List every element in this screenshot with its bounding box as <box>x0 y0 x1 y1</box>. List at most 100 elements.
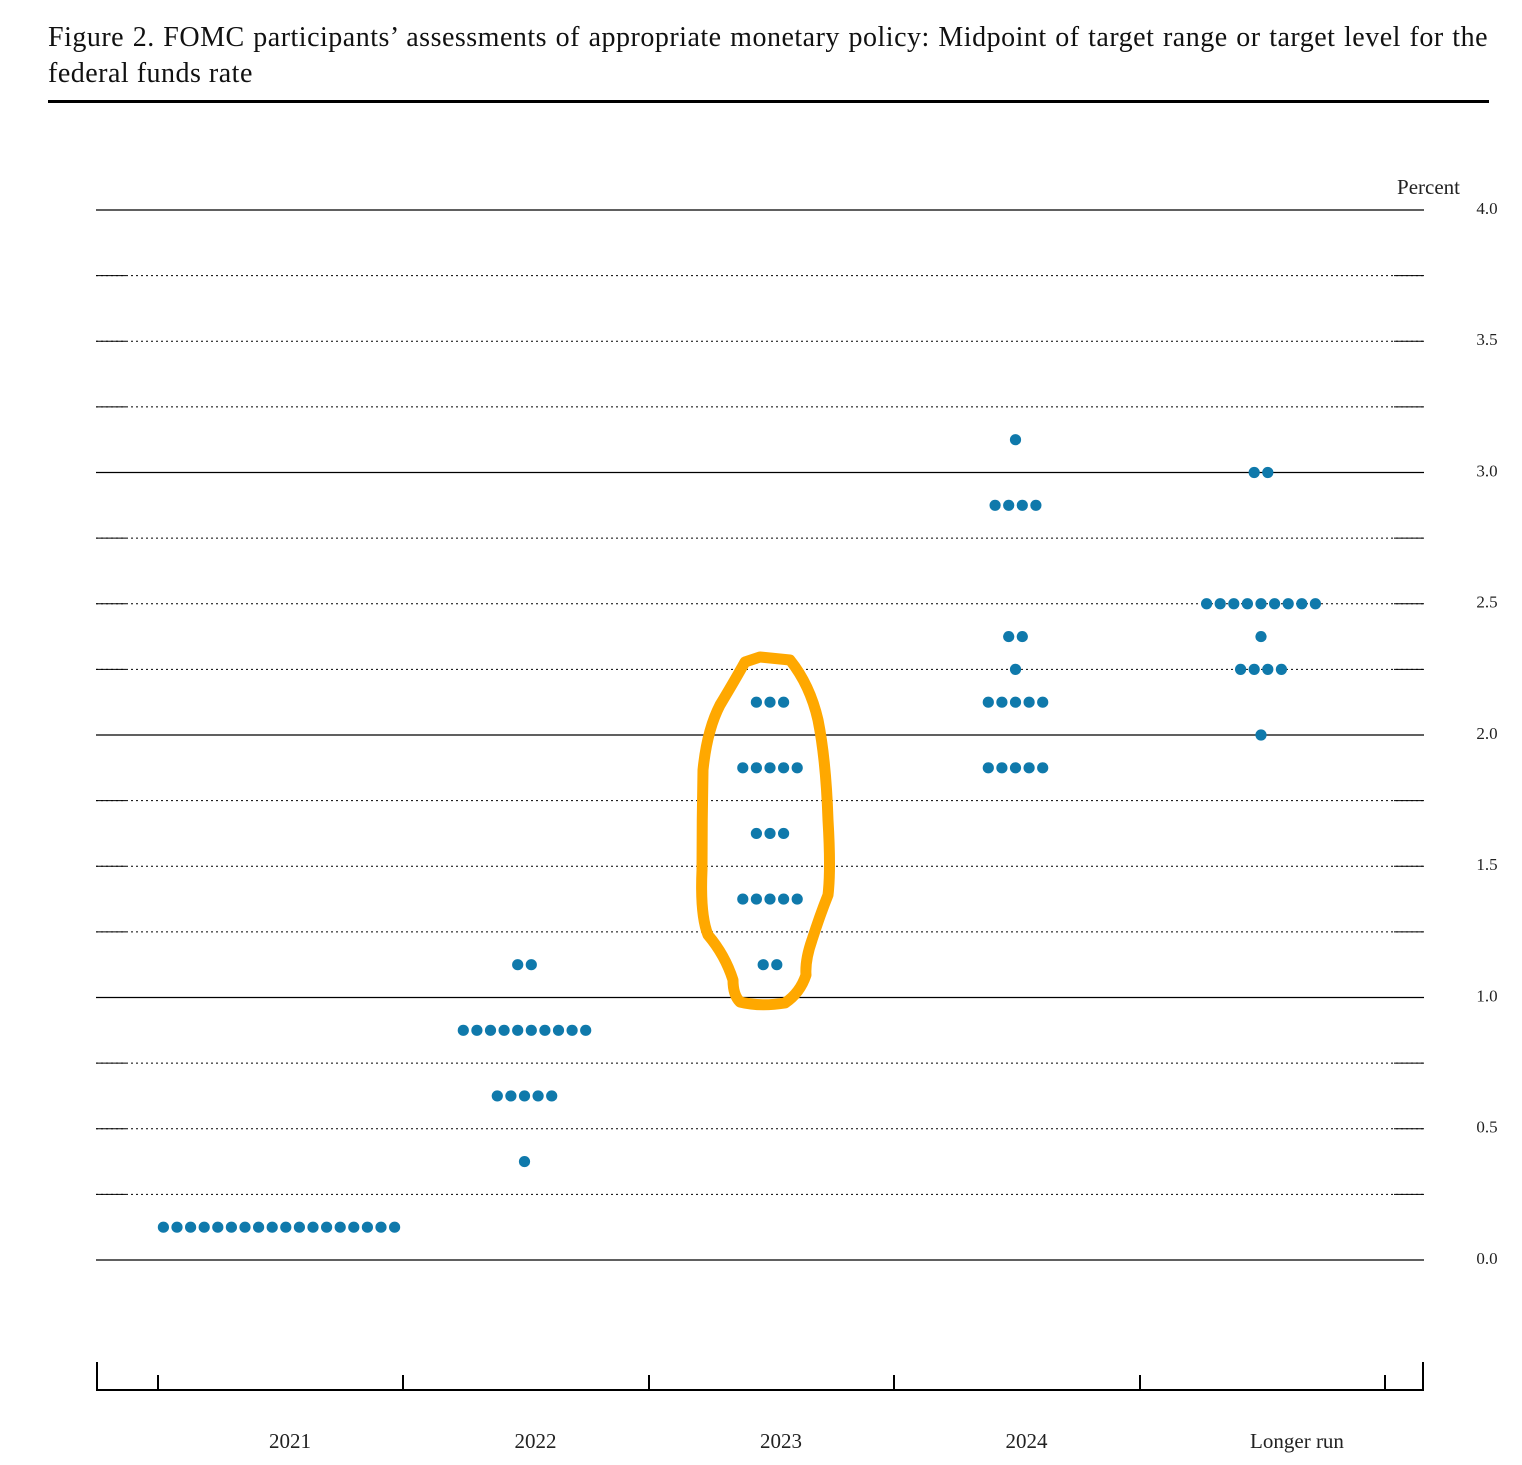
dot <box>1016 630 1028 643</box>
dot <box>518 1155 531 1168</box>
dot <box>1201 598 1213 610</box>
dot <box>253 1221 265 1233</box>
dot <box>1255 729 1267 741</box>
dot <box>1309 598 1321 610</box>
dot <box>778 696 790 708</box>
dot <box>280 1221 292 1233</box>
dot <box>764 696 776 708</box>
y-tick-label: 2.0 <box>1476 724 1497 743</box>
dot <box>778 827 790 840</box>
dot <box>1009 696 1022 708</box>
dot <box>525 1024 537 1036</box>
dot <box>471 1024 483 1036</box>
dot <box>361 1221 373 1233</box>
dot <box>771 959 783 971</box>
y-tick-label: 1.5 <box>1476 855 1497 874</box>
dot <box>1275 663 1287 675</box>
dot <box>1003 499 1015 511</box>
dot <box>757 959 769 971</box>
dot <box>778 893 790 905</box>
dot <box>791 762 803 774</box>
dot <box>737 762 749 774</box>
dot <box>198 1221 210 1233</box>
y-tick-label: 3.5 <box>1476 330 1497 349</box>
dot <box>491 1090 503 1102</box>
dot <box>348 1221 360 1233</box>
dot <box>505 1090 517 1102</box>
dot <box>750 893 763 905</box>
dot <box>1030 499 1042 511</box>
dot <box>737 893 749 905</box>
y-tick-label: 2.5 <box>1476 593 1497 612</box>
dot <box>1255 630 1267 643</box>
y-tick-label: 0.0 <box>1476 1249 1497 1268</box>
dot <box>1009 762 1022 774</box>
dot <box>546 1090 558 1102</box>
dot <box>764 827 776 840</box>
dot <box>185 1221 197 1233</box>
x-tick-label: 2021 <box>269 1429 311 1453</box>
highlight-ellipse <box>696 651 835 1011</box>
dot <box>764 762 776 774</box>
dot <box>982 762 994 774</box>
dot <box>1248 663 1260 675</box>
dot <box>239 1221 251 1233</box>
dot <box>389 1221 401 1233</box>
y-axis-label: Percent <box>1397 175 1460 199</box>
dot <box>321 1221 333 1233</box>
dot <box>484 1024 497 1036</box>
dot <box>750 827 763 840</box>
chart-title: Figure 2. FOMC participants’ assessments… <box>48 22 1488 89</box>
dot <box>532 1090 544 1102</box>
dot <box>1009 663 1022 675</box>
dot <box>266 1221 278 1233</box>
dot <box>212 1221 224 1233</box>
y-tick-label: 4.0 <box>1476 199 1497 218</box>
dot <box>580 1024 592 1036</box>
dot <box>1003 630 1015 643</box>
dot <box>1241 598 1253 610</box>
dot <box>1023 762 1035 774</box>
dot <box>1269 598 1281 610</box>
dot <box>518 1090 531 1102</box>
dot <box>375 1221 387 1233</box>
dot <box>307 1221 319 1233</box>
x-tick-label: 2023 <box>760 1429 802 1453</box>
dot <box>1262 466 1274 479</box>
dot <box>989 499 1001 511</box>
dot <box>996 696 1008 708</box>
dot <box>498 1024 510 1036</box>
dot <box>982 696 994 708</box>
dot <box>512 959 524 971</box>
dot <box>750 696 763 708</box>
dot <box>525 959 537 971</box>
x-tick-label: 2024 <box>1006 1429 1049 1453</box>
dot <box>157 1221 169 1233</box>
dot <box>1023 696 1035 708</box>
y-tick-label: 3.0 <box>1476 461 1497 480</box>
x-tick-label: Longer run <box>1250 1429 1344 1453</box>
dot <box>171 1221 183 1233</box>
dot <box>293 1221 305 1233</box>
dot <box>457 1024 469 1036</box>
dot <box>1262 663 1274 675</box>
dot <box>225 1221 237 1233</box>
dot <box>512 1024 524 1036</box>
dot <box>1037 762 1049 774</box>
dot <box>1228 598 1240 610</box>
dot <box>1009 434 1022 446</box>
dot <box>1282 598 1294 610</box>
dot <box>996 762 1008 774</box>
y-tick-label: 0.5 <box>1476 1118 1497 1137</box>
dot <box>1037 696 1049 708</box>
dot <box>334 1221 346 1233</box>
dot <box>552 1024 565 1036</box>
dot <box>1214 598 1226 610</box>
dot <box>1255 598 1267 610</box>
title-rule <box>48 100 1489 103</box>
dot <box>1248 466 1260 479</box>
dot <box>778 762 790 774</box>
category-axis <box>96 1362 1424 1391</box>
dot <box>791 893 803 905</box>
